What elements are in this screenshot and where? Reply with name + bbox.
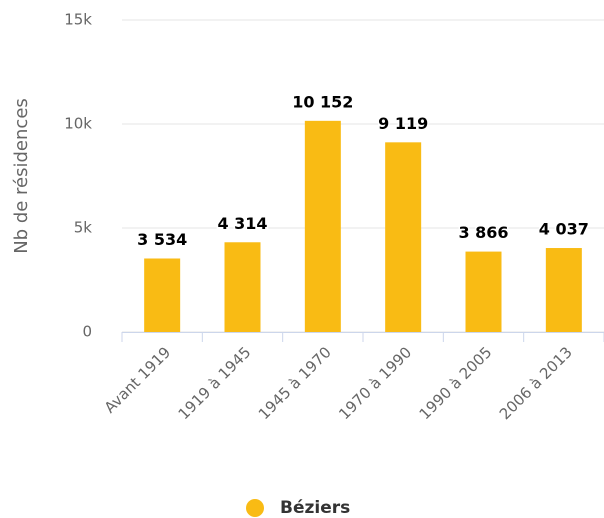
x-tick-label: Avant 1919 [101,343,174,416]
legend-label: Béziers [280,498,350,518]
bar [545,248,582,332]
bar [304,120,341,332]
data-label: 4 037 [539,220,589,239]
x-tick-label: 2006 à 2013 [496,343,576,423]
y-tick-label: 0 [82,323,92,341]
bar [144,258,181,332]
data-label: 3 866 [458,223,508,242]
x-tick-label: 1990 à 2005 [416,343,496,423]
x-tick-label: 1945 à 1970 [255,343,335,423]
y-tick-label: 15k [64,11,92,29]
bar [224,242,261,332]
x-tick-label: 1970 à 1990 [335,343,415,423]
data-label: 3 534 [137,230,187,249]
bar [465,251,502,332]
data-label: 9 119 [378,114,428,133]
legend-marker [246,499,264,517]
y-axis-label: Nb de résidences [11,98,32,254]
bar [385,142,422,332]
data-label: 10 152 [292,92,353,111]
y-tick-label: 5k [74,219,93,237]
y-tick-label: 10k [64,115,92,133]
x-tick-label: 1919 à 1945 [175,343,255,423]
data-label: 4 314 [217,214,267,233]
